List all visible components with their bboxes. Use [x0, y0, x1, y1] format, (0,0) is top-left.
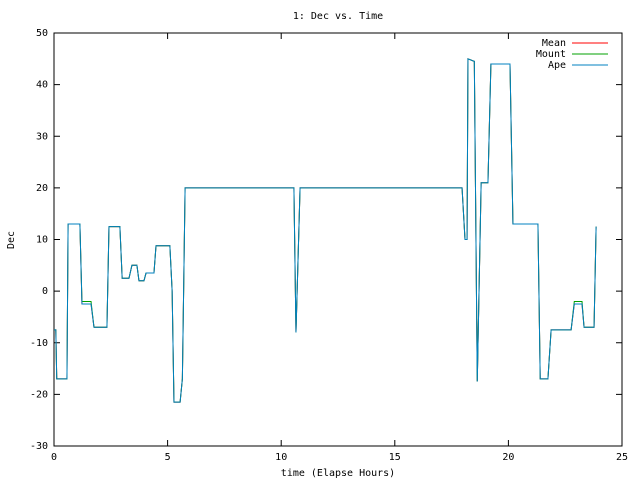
y-tick-label: 40: [36, 80, 48, 91]
x-tick-label: 25: [616, 452, 628, 463]
y-tick-label: -20: [30, 389, 48, 400]
y-tick-label: 30: [36, 131, 48, 142]
legend-label: Mount: [536, 49, 566, 60]
plot-frame: [53, 32, 623, 447]
x-tick-label: 0: [51, 452, 57, 463]
y-axis-label: Dec: [6, 231, 17, 249]
series-line: [54, 58, 597, 403]
legend-label: Ape: [548, 60, 566, 71]
chart-title: 1: Dec vs. Time: [293, 11, 383, 22]
x-tick-label: 20: [502, 452, 514, 463]
x-axis-label: time (Elapse Hours): [281, 468, 395, 479]
series-line: [54, 58, 597, 403]
x-tick-label: 15: [389, 452, 401, 463]
y-tick-label: 50: [36, 28, 48, 39]
x-tick-label: 5: [165, 452, 171, 463]
legend-label: Mean: [542, 38, 566, 49]
y-tick-label: 20: [36, 183, 48, 194]
series-line: [54, 58, 597, 403]
y-tick-label: -10: [30, 338, 48, 349]
y-tick-label: 0: [42, 286, 48, 297]
x-tick-label: 10: [275, 452, 287, 463]
y-tick-label: -30: [30, 441, 48, 452]
y-tick-label: 10: [36, 235, 48, 246]
